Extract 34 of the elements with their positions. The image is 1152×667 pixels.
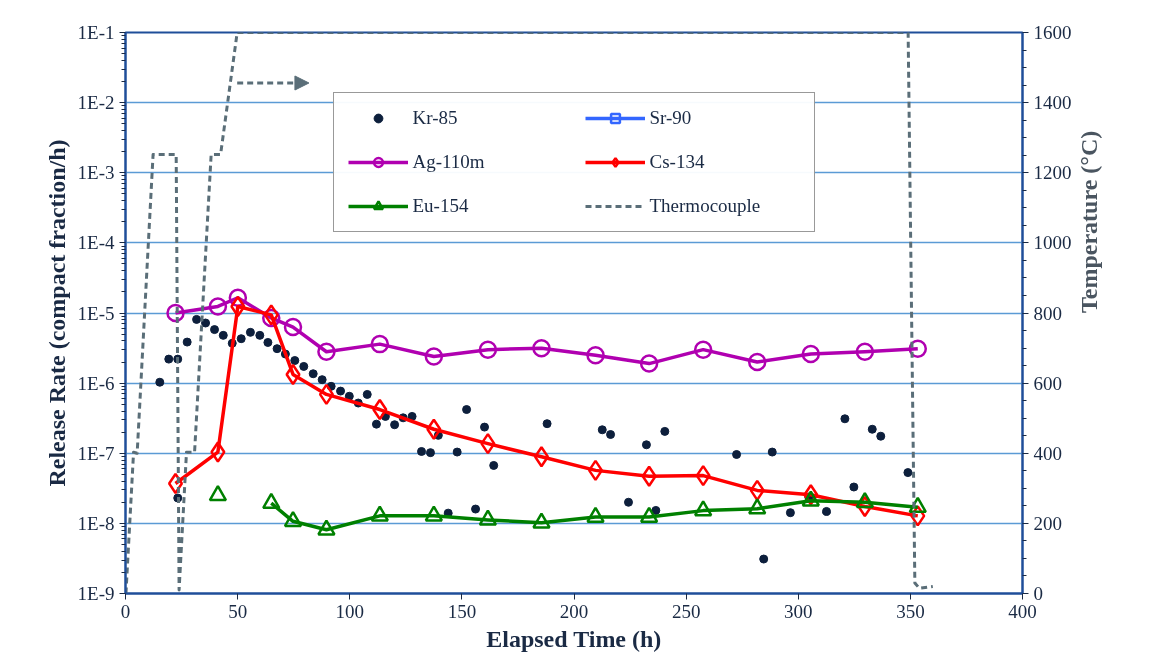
x-tick-label: 0 <box>120 600 131 622</box>
x-axis-title: Elapsed Time (h) <box>486 625 662 652</box>
legend-label: Thermocouple <box>649 195 762 217</box>
x-tick-label: 100 <box>335 600 364 622</box>
y-tick-label: 1E-9 <box>77 583 115 604</box>
y-tick-label: 1E-5 <box>77 302 115 324</box>
y2-tick-label: 1600 <box>1033 22 1072 43</box>
y2-tick-label: 1400 <box>1033 92 1072 114</box>
y-tick-label: 1E-4 <box>77 232 115 254</box>
legend-label: Ag-110m <box>412 151 486 173</box>
x-tick-label: 150 <box>447 600 477 622</box>
y2-tick-label: 800 <box>1033 302 1062 324</box>
x-tick-label: 50 <box>228 600 248 622</box>
x-tick-label: 200 <box>559 600 589 622</box>
x-tick-label: 300 <box>784 600 813 622</box>
legend-label: Eu-154 <box>412 195 470 217</box>
y-tick-label: 1E-8 <box>77 512 115 534</box>
y-axis-title: Release Rate (compact fraction/h) <box>43 139 70 487</box>
y2-tick-label: 600 <box>1033 372 1062 394</box>
y-tick-label: 1E-1 <box>77 22 115 43</box>
y2-tick-label: 400 <box>1033 442 1062 464</box>
y2-axis-title: Temperature (°C) <box>1075 130 1102 313</box>
x-tick-label: 350 <box>896 600 925 622</box>
x-tick-label: 250 <box>671 600 701 622</box>
y-tick-label: 1E-2 <box>77 92 115 114</box>
y-tick-label: 1E-6 <box>77 372 115 394</box>
y2-tick-label: 200 <box>1033 512 1062 534</box>
y2-tick-label: 1000 <box>1033 232 1072 254</box>
legend-label: Sr-90 <box>649 107 693 129</box>
y2-tick-label: 1200 <box>1033 162 1072 184</box>
legend-label: Kr-85 <box>412 107 459 129</box>
y-tick-label: 1E-7 <box>77 442 115 464</box>
legend-label: Cs-134 <box>649 151 706 173</box>
y-tick-label: 1E-3 <box>77 162 115 184</box>
